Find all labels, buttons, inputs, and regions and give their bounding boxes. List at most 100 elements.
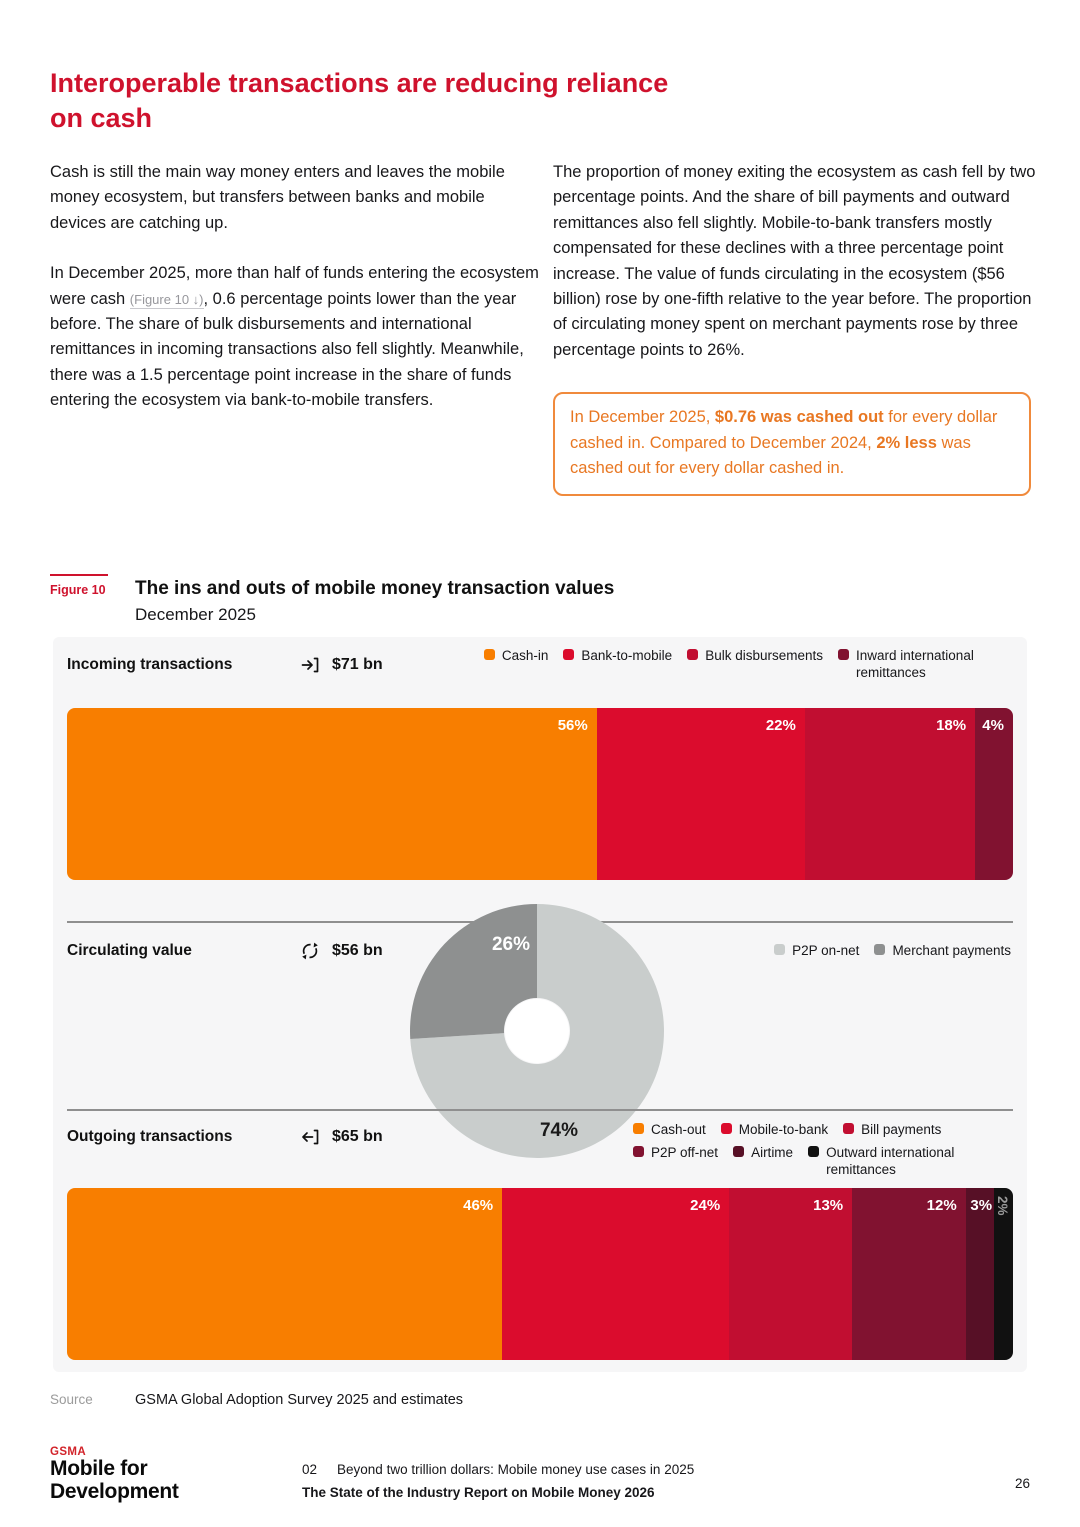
outgoing-stacked-bar: 46% 24% 13% 12% 3% 2% — [67, 1188, 1013, 1360]
donut-slice-value: 26% — [492, 934, 530, 955]
bar-segment-value: 3% — [970, 1197, 993, 1214]
legend-label: Cash-in — [501, 648, 549, 663]
legend-label: Bill payments — [861, 1122, 942, 1137]
bar-segment-p2p-off-net: 12% — [852, 1188, 966, 1360]
legend-swatch — [563, 649, 575, 660]
callout-highlight-1: $0.76 was cashed out — [714, 408, 884, 427]
outgoing-label: Outgoing transactions — [67, 1128, 233, 1145]
intro-right-column: The proportion of money exiting the ecos… — [553, 160, 1041, 496]
legend-item-bulk-disbursements: Bulk disbursements — [687, 647, 823, 664]
circulating-donut-chart: 74% 26% — [409, 903, 665, 1159]
donut-slice-merchant-payments — [409, 904, 537, 1039]
bar-segment-value: 22% — [765, 717, 796, 734]
legend-swatch — [808, 1146, 820, 1157]
legend-item-outward-international-remittances: Outward international remittances — [808, 1144, 981, 1178]
legend-swatch — [687, 649, 699, 660]
circulating-legend: P2P on-net Merchant payments — [774, 942, 1011, 959]
footer-chapter-line: 02 Beyond two trillion dollars: Mobile m… — [302, 1462, 694, 1477]
legend-item-mobile-to-bank: Mobile-to-bank — [720, 1121, 829, 1138]
bar-segment-value: 4% — [982, 717, 1004, 734]
callout-box: In December 2025, $0.76 was cashed out f… — [553, 392, 1031, 496]
arrow-out-of-bracket-icon — [300, 1127, 322, 1147]
chapter-number: 02 — [302, 1462, 318, 1477]
callout-text-3: was cashed out for every dollar cashed i… — [570, 433, 971, 478]
bar-segment-bulk-disbursements: 18% — [804, 708, 976, 880]
gsma-mobile-for-development-logo: GSMA Mobile for Development — [50, 1446, 179, 1503]
donut-hole — [505, 999, 569, 1063]
bar-segment-bill-payments: 13% — [729, 1188, 853, 1360]
bar-segment-bank-to-mobile: 22% — [596, 708, 805, 880]
legend-label: Cash-out — [651, 1122, 706, 1137]
incoming-value: $71 bn — [332, 656, 383, 673]
legend-item-p2p-on-net: P2P on-net — [774, 942, 859, 959]
brand-line-2: Development — [50, 1479, 179, 1503]
figure-label-rule — [50, 574, 108, 576]
legend-swatch — [483, 649, 495, 660]
bar-segment-inward-international-remittances: 4% — [975, 708, 1013, 880]
incoming-row-header: Incoming transactions $71 bn — [67, 652, 383, 678]
figure-label-text: Figure 10 — [50, 583, 106, 597]
legend-swatch — [733, 1146, 745, 1157]
page-footer: GSMA Mobile for Development 02 Beyond tw… — [50, 1446, 1030, 1510]
bar-segment-value: 24% — [690, 1197, 721, 1214]
legend-swatch — [774, 944, 786, 955]
gsma-wordmark: GSMA — [50, 1446, 87, 1458]
brand-line-1: Mobile for — [50, 1457, 148, 1480]
outgoing-value: $65 bn — [332, 1128, 383, 1145]
report-title: The State of the Industry Report on Mobi… — [302, 1485, 655, 1500]
outgoing-row-header: Outgoing transactions $65 bn — [67, 1124, 383, 1150]
circulation-cycle-icon — [300, 941, 322, 961]
incoming-label: Incoming transactions — [67, 656, 233, 673]
figure-label: Figure 10 — [50, 574, 108, 597]
bar-segment-mobile-to-bank: 24% — [502, 1188, 730, 1360]
figure-subtitle: December 2025 — [135, 605, 256, 624]
page-title: Interoperable transactions are reducing … — [50, 68, 669, 134]
donut-slice-p2p-on-net — [410, 904, 664, 1158]
intro-left-column: Cash is still the main way money enters … — [50, 160, 542, 439]
outgoing-legend: Cash-out Mobile-to-bank Bill payments P2P o… — [633, 1121, 1011, 1178]
footer-titles: 02 Beyond two trillion dollars: Mobile m… — [302, 1462, 694, 1500]
legend-swatch — [874, 944, 886, 955]
source-label: Source — [50, 1392, 93, 1407]
circulating-label: Circulating value — [67, 942, 192, 959]
intro-para-2-text: In December 2025, more than half of fund… — [50, 264, 539, 308]
legend-swatch — [633, 1123, 644, 1134]
intro-para-3: The proportion of money exiting the ecos… — [553, 163, 1036, 359]
figure-title: The ins and outs of mobile money transac… — [135, 578, 615, 599]
figure-panel: Incoming transactions $71 bn Cash-in Bank… — [53, 637, 1027, 1372]
legend-item-inward-international-remittances: Inward international remittances — [838, 647, 1011, 681]
legend-label: Mobile-to-bank — [738, 1122, 829, 1137]
bar-segment-value: 46% — [463, 1197, 494, 1214]
legend-swatch — [843, 1123, 855, 1134]
figure-10-link[interactable]: (Figure 10 ↓) — [129, 291, 204, 309]
legend-label: Airtime — [751, 1145, 794, 1160]
incoming-legend: Cash-in Bank-to-mobile Bulk disbursements I… — [421, 647, 1011, 681]
source-text: GSMA Global Adoption Survey 2025 and est… — [135, 1392, 464, 1408]
intro-para-1: Cash is still the main way money enters … — [50, 163, 505, 232]
legend-item-p2p-off-net: P2P off-net — [633, 1144, 718, 1161]
callout-text-2: for every dollar cashed in. Compared to … — [570, 408, 998, 452]
circulating-row-header: Circulating value $56 bn — [67, 938, 383, 964]
callout-highlight-2: 2% less — [876, 433, 937, 452]
bar-segment-outward-international-remittances: 2% — [994, 1188, 1013, 1360]
legend-item-cash-in: Cash-in — [483, 647, 549, 664]
circulating-value: $56 bn — [332, 942, 383, 959]
bar-segment-value: 56% — [557, 717, 588, 734]
legend-item-merchant-payments: Merchant payments — [874, 942, 1011, 959]
legend-label: Outward international remittances — [826, 1145, 955, 1177]
intro-para-2-text-cont: , 0.6 percentage points lower than the y… — [50, 289, 524, 410]
bar-segment-cash-in: 56% — [67, 708, 597, 880]
intro-para-2: In December 2025, more than half of fund… — [50, 261, 542, 413]
legend-label: Bank-to-mobile — [581, 648, 673, 663]
legend-label: Merchant payments — [892, 943, 1011, 958]
callout-text: In December 2025, — [570, 408, 715, 427]
page-number: 26 — [1014, 1476, 1030, 1491]
legend-item-airtime: Airtime — [733, 1144, 793, 1161]
source-row: Source GSMA Global Adoption Survey 2025 … — [50, 1392, 463, 1408]
arrow-into-bracket-icon — [300, 655, 322, 675]
legend-item-bill-payments: Bill payments — [843, 1121, 941, 1138]
bar-segment-airtime: 3% — [965, 1188, 995, 1360]
bar-segment-cash-out: 46% — [67, 1188, 503, 1360]
row-divider — [67, 1109, 1013, 1111]
